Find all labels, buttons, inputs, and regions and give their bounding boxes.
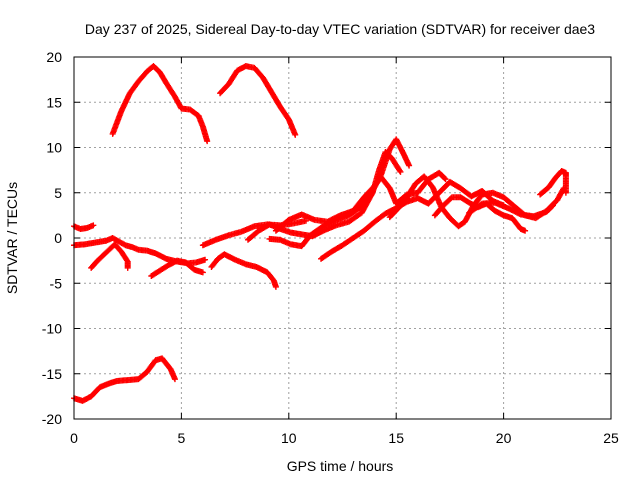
y-tick-label: 0 — [54, 230, 62, 246]
x-tick-label: 10 — [281, 430, 297, 446]
y-tick-label: 5 — [54, 185, 62, 201]
series-arc-3 — [88, 241, 131, 271]
series-arc-1 — [71, 222, 97, 232]
data-point — [397, 168, 404, 175]
x-tick-label: 15 — [388, 430, 404, 446]
data-point — [124, 264, 131, 271]
series-arc-6 — [199, 217, 309, 249]
data-point — [396, 167, 403, 174]
series-arc-8 — [217, 63, 299, 138]
series-arc-11 — [272, 169, 449, 234]
data-point — [199, 269, 206, 276]
data-point — [562, 189, 569, 196]
data-point — [522, 227, 529, 234]
series-arc-16 — [537, 168, 569, 198]
x-tick-label: 25 — [603, 430, 619, 446]
data-point — [292, 131, 299, 138]
data-point — [272, 283, 279, 290]
y-axis-label: SDTVAR / TECUs — [4, 182, 20, 294]
x-axis-label: GPS time / hours — [287, 458, 394, 474]
axis-ticks: 0 5 10 15 20 25 20 15 10 5 0 -5 -10 -15 -20 — [42, 49, 619, 446]
y-tick-label: 20 — [46, 49, 62, 65]
series-arc-15 — [466, 199, 557, 220]
data-point — [171, 376, 178, 383]
data-point — [204, 138, 211, 145]
series-arc-4 — [109, 63, 211, 145]
chart-title: Day 237 of 2025, Sidereal Day-to-day VTE… — [85, 21, 595, 37]
series-arc-17 — [71, 355, 178, 404]
series-arc-5 — [148, 257, 206, 280]
y-tick-label: 15 — [46, 94, 62, 110]
data-point — [202, 256, 209, 263]
data-point — [550, 202, 557, 209]
data-point — [442, 176, 449, 183]
data-series — [71, 63, 569, 404]
y-tick-label: -5 — [50, 275, 63, 291]
data-point — [549, 203, 556, 210]
x-tick-label: 20 — [496, 430, 512, 446]
y-tick-label: 10 — [46, 140, 62, 156]
data-point — [406, 162, 413, 169]
data-point — [441, 175, 448, 182]
y-tick-label: -15 — [42, 366, 62, 382]
series-arc-7 — [208, 251, 279, 290]
x-tick-label: 0 — [70, 430, 78, 446]
y-tick-label: -20 — [42, 411, 62, 427]
data-point — [90, 222, 97, 229]
y-tick-label: -10 — [42, 321, 62, 337]
x-tick-label: 5 — [178, 430, 186, 446]
